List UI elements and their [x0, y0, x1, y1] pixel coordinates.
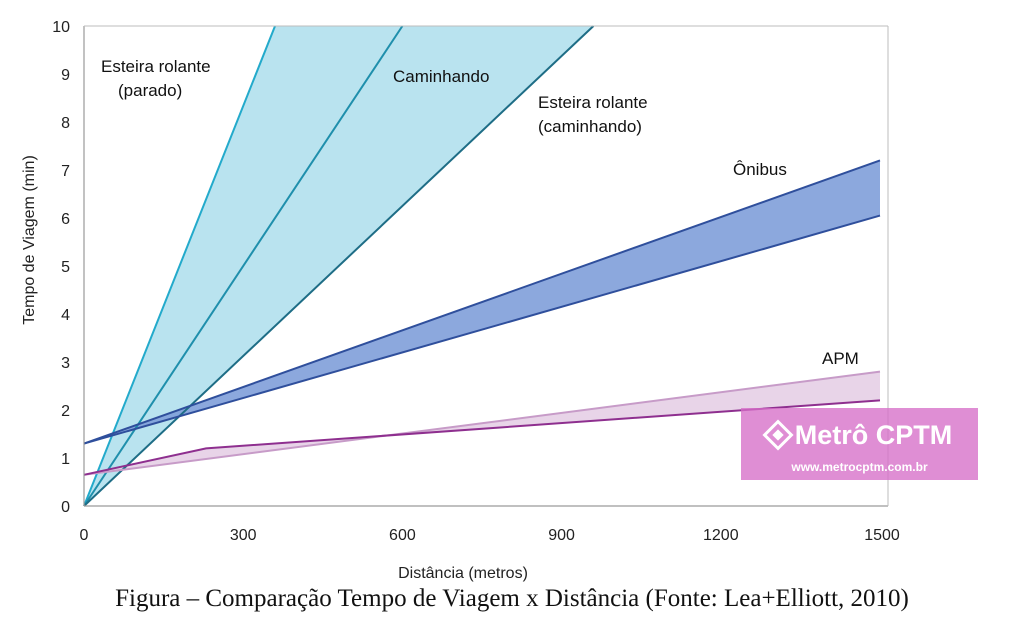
- x-tick-label: 300: [230, 527, 257, 544]
- series-line-caminhando: [83, 25, 404, 507]
- label-esteira-caminhando-line1: Esteira rolante: [538, 93, 648, 112]
- label-esteira-caminhando-line2: (caminhando): [538, 117, 642, 136]
- series-line-onibus-superior: [83, 159, 881, 445]
- figure-caption: Figura – Comparação Tempo de Viagem x Di…: [115, 585, 909, 612]
- label-apm: APM: [822, 349, 859, 368]
- label-esteira-parado-line2: (parado): [118, 81, 182, 100]
- diamond-logo-icon: [762, 419, 794, 451]
- watermark-url: www.metrocptm.com.br: [791, 460, 928, 474]
- y-tick-labels: 0 1 2 3 4 5 6 7 8 9 10: [52, 19, 70, 516]
- y-axis-title: Tempo de Viagem (min): [21, 155, 38, 325]
- y-tick-label: 2: [61, 403, 70, 420]
- label-esteira-parado-line1: Esteira rolante: [101, 57, 211, 76]
- y-tick-label: 1: [61, 451, 70, 468]
- series-line-onibus-inferior: [83, 214, 881, 445]
- series-line-apm-superior: [83, 370, 881, 476]
- y-tick-label: 10: [52, 19, 70, 36]
- series-line-esteira-rolante-parado: [83, 25, 276, 507]
- x-tick-label: 1500: [864, 527, 900, 544]
- label-caminhando: Caminhando: [393, 67, 489, 86]
- label-onibus: Ônibus: [733, 160, 787, 179]
- y-tick-label: 7: [61, 163, 70, 180]
- x-axis-title: Distância (metros): [398, 565, 528, 582]
- watermark-logo: Metrô CPTM www.metrocptm.com.br: [741, 408, 978, 480]
- x-tick-labels: 0 300 600 900 1200 1500: [80, 527, 900, 544]
- watermark-title: Metrô CPTM: [794, 419, 953, 450]
- y-tick-label: 8: [61, 115, 70, 132]
- series-line-esteira-rolante-caminhando: [83, 25, 595, 507]
- y-tick-label: 0: [61, 499, 70, 516]
- x-tick-label: 0: [80, 527, 89, 544]
- watermark-header: Metrô CPTM: [741, 412, 978, 458]
- y-tick-label: 4: [61, 307, 70, 324]
- x-tick-label: 900: [548, 527, 575, 544]
- y-tick-label: 3: [61, 355, 70, 372]
- y-tick-label: 5: [61, 259, 70, 276]
- y-tick-label: 6: [61, 211, 70, 228]
- x-tick-label: 1200: [703, 527, 739, 544]
- chart-lines: [83, 25, 881, 507]
- x-tick-label: 600: [389, 527, 416, 544]
- y-tick-label: 9: [61, 67, 70, 84]
- series-line-apm-inferior: [83, 399, 881, 476]
